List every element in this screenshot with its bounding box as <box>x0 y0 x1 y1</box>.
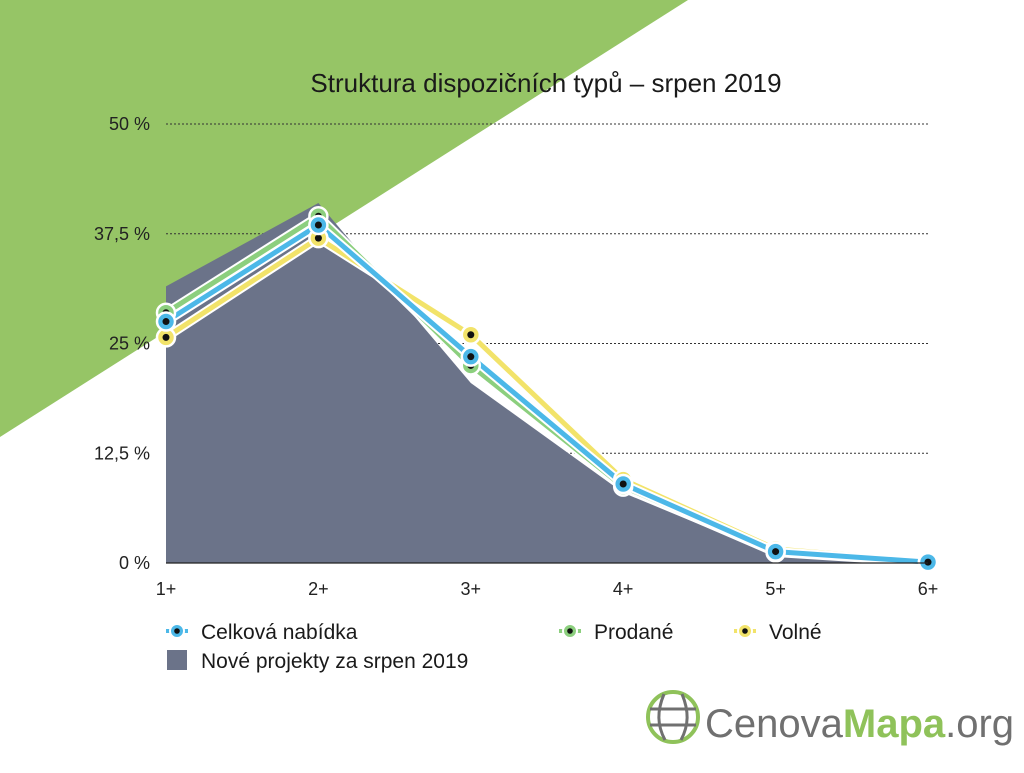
axis-layer: 0 % 12,5 % 25 % 37,5 % 50 % 1+ 2+ 3+ 4+ 5+ 6+ <box>94 114 938 599</box>
legend-label: Volné <box>769 621 822 644</box>
legend-label: Prodané <box>594 621 673 644</box>
x-tick-label: 4+ <box>613 579 634 599</box>
data-point <box>460 346 482 367</box>
data-point <box>308 214 329 236</box>
legend-item: Volné <box>734 621 822 644</box>
data-point <box>612 473 634 495</box>
data-point <box>460 324 482 345</box>
legend-label: Nové projekty za srpen 2019 <box>201 650 468 673</box>
x-tick-label: 6+ <box>918 579 939 599</box>
x-tick-label: 5+ <box>765 579 786 599</box>
legend-item: Nové projekty za srpen 2019 <box>167 650 468 673</box>
lines-layer <box>155 205 939 573</box>
legend-swatch-area <box>167 650 187 670</box>
data-point <box>155 311 177 332</box>
x-tick-label: 2+ <box>308 579 329 599</box>
y-tick-label: 37,5 % <box>94 224 150 244</box>
chart-title: Struktura dispozičních typů – srpen 2019 <box>310 68 781 98</box>
x-tick-label: 1+ <box>156 579 177 599</box>
logo-text: CenovaMapa.org <box>705 702 1014 746</box>
legend: Celková nabídka Prodané Volné Nové projekty… <box>166 621 822 673</box>
area-series-nove-projekty <box>166 203 928 563</box>
y-tick-label: 50 % <box>109 114 150 134</box>
legend-label: Celková nabídka <box>201 621 358 644</box>
legend-item: Prodané <box>559 621 673 644</box>
series-line-celkova-nabidka <box>163 222 931 565</box>
y-tick-label: 25 % <box>109 334 150 354</box>
y-tick-label: 0 % <box>119 553 150 573</box>
data-point <box>917 551 939 573</box>
area-layer <box>166 203 928 563</box>
legend-item: Celková nabídka <box>166 621 358 644</box>
x-tick-label: 3+ <box>461 579 482 599</box>
cenovamapa-logo: CenovaMapa.org <box>646 690 1014 746</box>
globe-icon <box>646 690 700 744</box>
y-tick-label: 12,5 % <box>94 443 150 463</box>
data-point <box>765 541 786 562</box>
